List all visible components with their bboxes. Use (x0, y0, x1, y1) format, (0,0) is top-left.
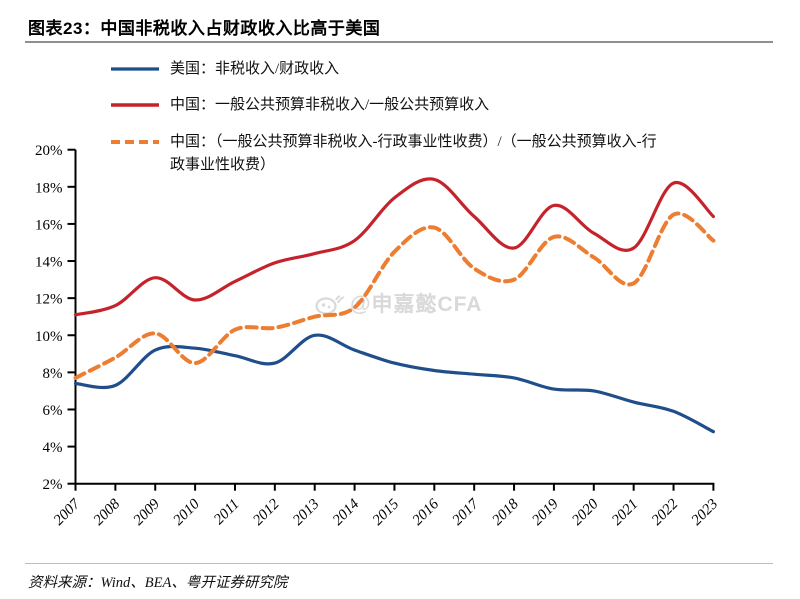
y-axis-tick-label: 14% (35, 255, 63, 271)
y-axis-tick-label: 4% (43, 440, 63, 456)
legend-label-us: 美国：非税收入/财政收入 (170, 61, 340, 77)
x-axis-tick-label: 2019 (529, 496, 562, 529)
y-axis-tick-label: 12% (35, 292, 63, 308)
legend-item-us: 美国：非税收入/财政收入 (110, 58, 662, 81)
x-axis-tick-label: 2007 (51, 495, 85, 529)
series-line-us (73, 333, 715, 434)
source-note: 资料来源：Wind、BEA、粤开证券研究院 (28, 575, 288, 591)
y-axis-tick-label: 10% (35, 329, 63, 345)
legend-item-china-adj: 中国：（一般公共预算非税收入-行政事业性收费）/（一般公共预算收入-行政事业性收… (110, 131, 662, 178)
china-adj-dashed-swatch (111, 139, 159, 144)
x-axis-tick-label: 2009 (131, 496, 164, 529)
x-axis-tick-label: 2012 (250, 496, 283, 529)
watermark-text: @申嘉懿CFA (350, 293, 483, 316)
y-axis-tick-label: 16% (35, 217, 63, 233)
y-axis-tick-label: 18% (35, 180, 63, 196)
y-axis-tick-label: 2% (43, 477, 63, 493)
x-axis-tick-label: 2013 (290, 496, 323, 529)
legend: 美国：非税收入/财政收入 中国：一般公共预算非税收入/一般公共预算收入 中国：（… (110, 58, 662, 177)
x-axis-tick-label: 2014 (330, 496, 363, 529)
x-axis-tick-label: 2015 (370, 496, 403, 529)
plot-area: 20% 18% 16% 14% 12% 10% 8% 6% 4% 2% 2007 2008 2009 20… (0, 138, 800, 562)
legend-item-china: 中国：一般公共预算非税收入/一般公共预算收入 (110, 94, 662, 117)
us-line-swatch (111, 67, 159, 71)
legend-label-china-adj: 中国：（一般公共预算非税收入-行政事业性收费）/（一般公共预算收入-行政事业性收… (170, 133, 657, 173)
title-divider (25, 41, 773, 43)
y-axis-tick-label: 8% (43, 366, 63, 382)
series-line-china-adj (73, 211, 716, 380)
y-axis-tick-label: 6% (43, 403, 63, 419)
x-axis-tick-label: 2023 (689, 496, 722, 529)
axes (67, 148, 715, 491)
line-chart: 20%18%16%14%12%10%8%6%4%2%2007 2008 2009 20… (35, 143, 722, 529)
x-axis-tick-label: 2008 (91, 496, 124, 529)
series-line-china (73, 177, 715, 317)
china-line-swatch (111, 103, 159, 107)
x-axis-tick-label: 2011 (211, 496, 243, 528)
x-axis-tick-label: 2022 (649, 496, 682, 529)
x-axis-tick-label: 2010 (170, 496, 203, 529)
x-axis-tick-label: 2017 (449, 495, 483, 529)
y-axis-tick-label: 20% (35, 143, 63, 159)
page-title: 图表23：中国非税收入占财政收入比高于美国 (28, 19, 381, 38)
x-axis-tick-label: 2018 (489, 496, 522, 529)
x-axis-tick-label: 2020 (569, 496, 602, 529)
source-divider (25, 563, 773, 564)
legend-label-china: 中国：一般公共预算非税收入/一般公共预算收入 (170, 97, 490, 114)
x-axis-tick-label: 2021 (609, 496, 642, 529)
x-axis-tick-label: 2016 (410, 496, 443, 529)
